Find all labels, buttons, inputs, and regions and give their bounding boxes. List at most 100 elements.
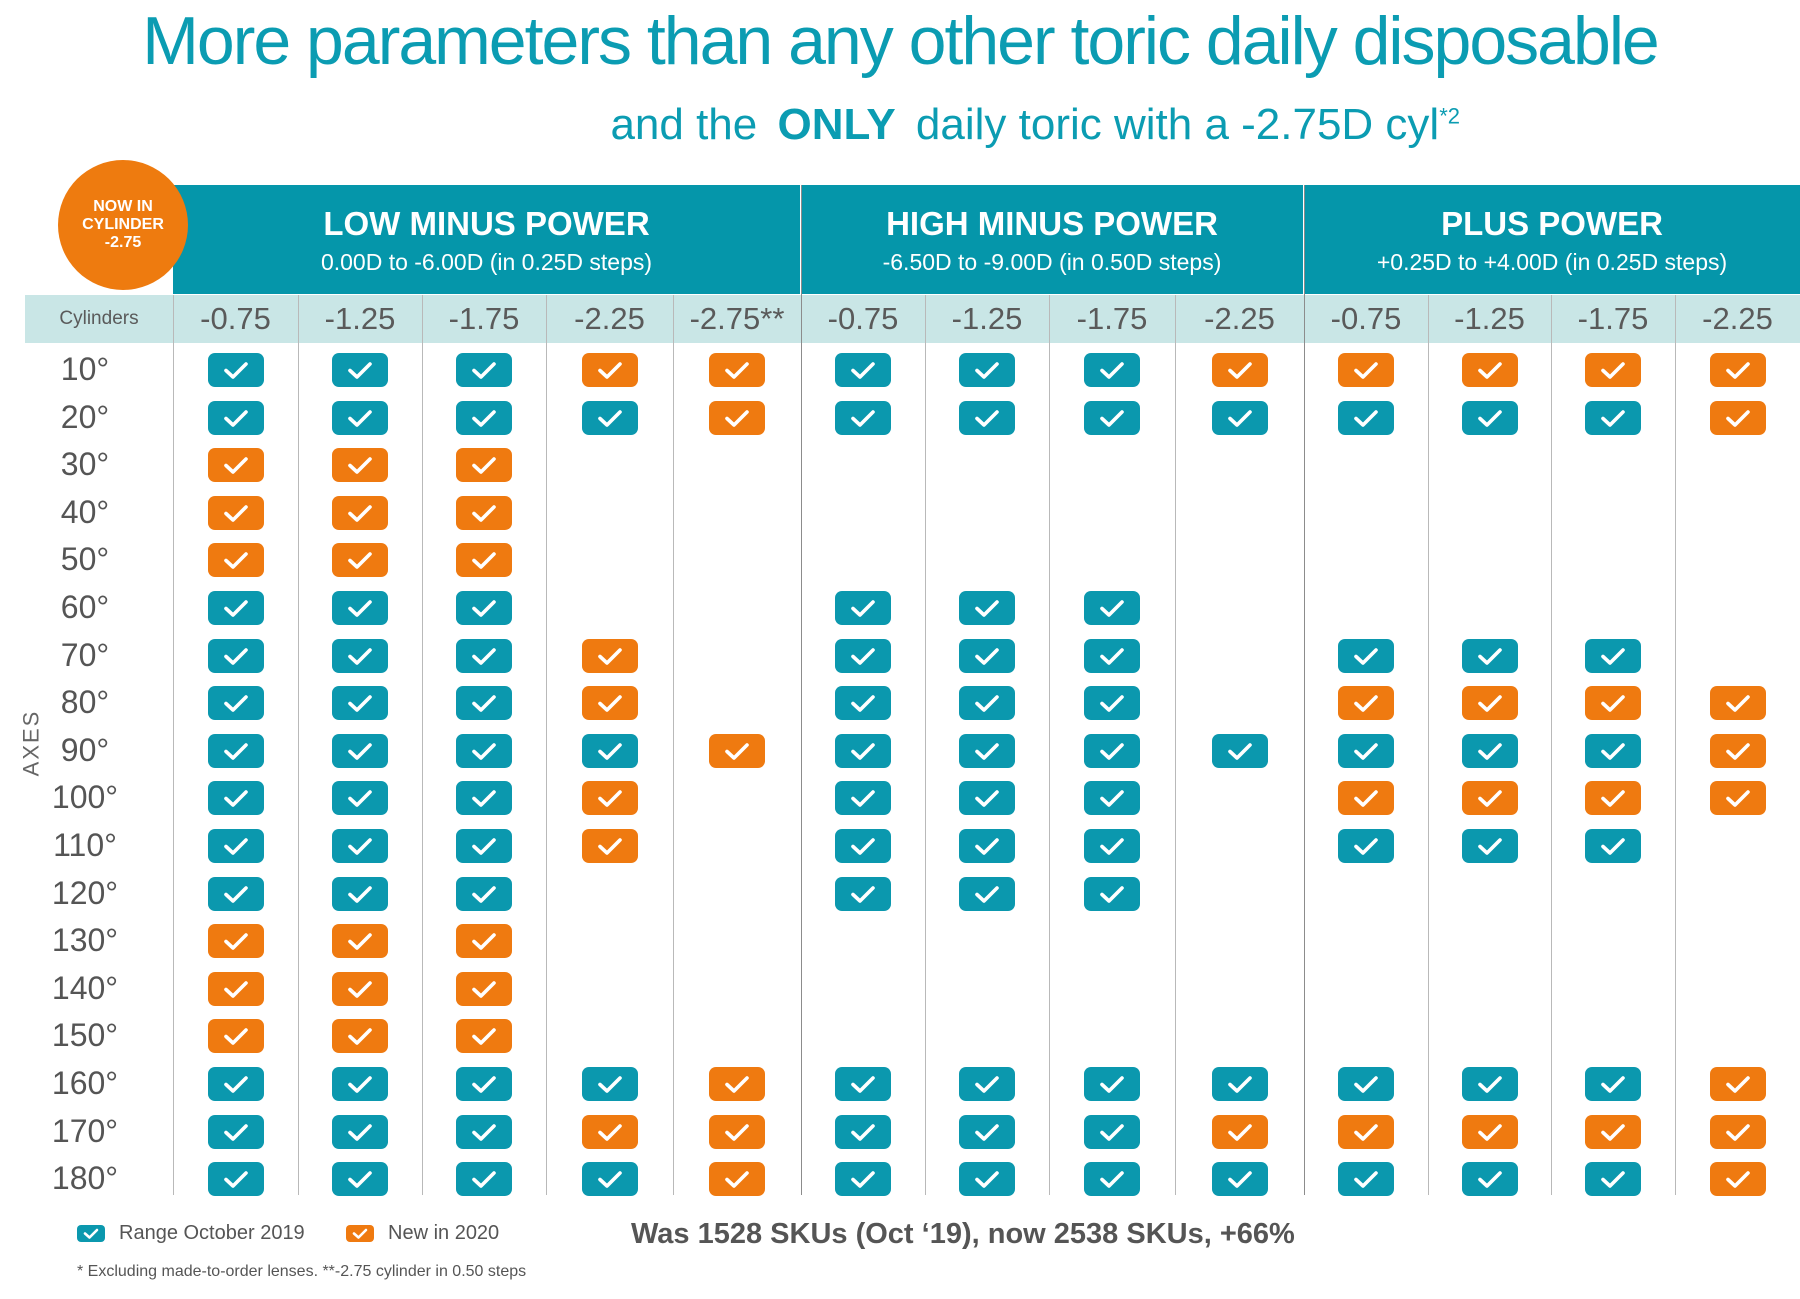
range-2019-check-icon [1338, 829, 1394, 863]
new-2020-check-icon [1709, 1067, 1766, 1101]
axis-label: 140° [51, 969, 119, 1006]
axis-label: 130° [51, 922, 119, 959]
axis-label: 120° [51, 874, 119, 911]
new-2020-check-icon [581, 686, 638, 721]
range-2019-check-icon [581, 733, 638, 768]
range-2019-check-icon [1338, 400, 1394, 435]
range-2019-check-icon [207, 400, 264, 435]
new-2020-check-icon [207, 971, 264, 1006]
group-plus-power: PLUS POWER +0.25D to +4.00D (in 0.25D st… [1304, 185, 1800, 294]
new-2020-check-icon [709, 353, 765, 387]
new-2020-check-icon [1461, 353, 1518, 387]
range-2019-check-icon [1338, 1162, 1394, 1197]
range-2019-check-icon [959, 1067, 1015, 1101]
range-2019-check-icon [456, 1114, 512, 1149]
axis-label: 90° [60, 731, 110, 768]
new-2020-check-icon [207, 924, 264, 959]
range-2019-check-icon [1585, 733, 1641, 768]
range-2019-check-icon [1084, 353, 1140, 387]
range-2019-check-icon [1461, 638, 1518, 673]
cylinder-header: -2.25 [1204, 301, 1275, 336]
range-2019-check-icon [959, 400, 1015, 435]
range-2019-check-icon [456, 829, 512, 863]
range-2019-check-icon [1461, 1162, 1518, 1197]
column-divider [546, 295, 547, 1195]
cylinder-header: -2.75** [689, 301, 785, 336]
range-2019-check-icon [207, 829, 264, 863]
new-2020-check-icon [709, 1067, 765, 1101]
new-2020-check-icon [332, 495, 388, 530]
column-divider [1551, 295, 1552, 1195]
range-2019-check-icon [959, 1114, 1015, 1149]
range-2019-check-icon [332, 400, 388, 435]
new-2020-check-icon [332, 924, 388, 959]
range-2019-check-icon [456, 781, 512, 816]
axis-label: 160° [51, 1065, 119, 1101]
range-2019-check-icon [1084, 781, 1140, 816]
cylinder-header: -2.25 [1702, 301, 1773, 336]
new-2020-check-icon [1338, 781, 1394, 816]
range-2019-check-icon [332, 733, 388, 768]
column-divider [1175, 295, 1176, 1195]
range-2019-check-icon [835, 353, 891, 387]
subtitle-before: and the [610, 100, 758, 149]
range-2019-check-icon [1461, 829, 1518, 863]
axes-title: AXES [18, 709, 44, 777]
range-2019-check-icon [835, 591, 891, 625]
axis-label: 150° [51, 1017, 119, 1054]
range-2019-check-icon [332, 1162, 388, 1197]
new-2020-check-icon [1338, 353, 1394, 387]
range-2019-check-icon [959, 591, 1015, 625]
badge-line-3: -2.75 [104, 234, 142, 251]
new-2020-check-icon [1709, 733, 1766, 768]
range-2019-check-icon [835, 876, 891, 911]
range-2019-check-icon [1585, 1162, 1641, 1197]
new-2020-check-icon [1585, 1114, 1641, 1149]
range-2019-check-icon [207, 733, 264, 768]
range-2019-check-icon [1585, 829, 1641, 863]
range-2019-check-icon [332, 638, 388, 673]
range-2019-check-icon [456, 876, 512, 911]
range-2019-check-icon [581, 1162, 638, 1197]
group-range: 0.00D to -6.00D (in 0.25D steps) [320, 249, 653, 275]
new-2020-check-icon [1585, 353, 1641, 387]
new-2020-check-icon [581, 638, 638, 673]
new-2020-check-icon [332, 448, 388, 483]
cylinder-header: -0.75 [1330, 301, 1402, 336]
range-2019-check-icon [835, 781, 891, 816]
range-2019-check-icon [835, 733, 891, 768]
range-2019-check-icon [959, 1162, 1015, 1197]
new-2020-check-icon [581, 781, 638, 816]
column-divider [422, 295, 423, 1195]
group-high-minus-power: HIGH MINUS POWER -6.50D to -9.00D (in 0.… [801, 185, 1303, 294]
range-2019-check-icon [1084, 733, 1140, 768]
cylinder-header: -0.75 [827, 301, 899, 336]
new-2020-check-icon [207, 543, 264, 578]
cylinder-header: -1.25 [951, 301, 1023, 336]
range-2019-check-icon [207, 591, 264, 625]
range-2019-check-icon [1338, 1067, 1394, 1101]
range-2019-check-icon [835, 1067, 891, 1101]
axis-label: 170° [51, 1112, 119, 1149]
new-2020-check-icon [1709, 400, 1766, 435]
range-2019-check-icon [959, 829, 1015, 863]
page-subtitle: and the ONLY daily toric with a -2.75D c… [610, 100, 1460, 150]
group-title: HIGH MINUS POWER [886, 205, 1218, 242]
new-2020-check-icon [581, 1114, 638, 1149]
new-2020-check-icon [1709, 686, 1766, 721]
new-2020-check-icon [456, 1019, 512, 1054]
subtitle-footnote-mark: *2 [1439, 103, 1460, 129]
range-2019-check-icon [456, 1067, 512, 1101]
column-divider [173, 295, 174, 1195]
range-2019-check-icon [1338, 638, 1394, 673]
range-2019-check-icon [581, 400, 638, 435]
range-2019-check-icon [1585, 1067, 1641, 1101]
axis-label: 20° [60, 398, 110, 435]
range-2019-check-icon [207, 353, 264, 387]
legend-label: New in 2020 [388, 1222, 500, 1244]
group-range: -6.50D to -9.00D (in 0.50D steps) [882, 249, 1222, 275]
range-2019-check-icon [456, 733, 512, 768]
new-2020-check-icon [456, 971, 512, 1006]
range-2019-check-icon [456, 591, 512, 625]
cylinder-header: -1.25 [324, 301, 396, 336]
